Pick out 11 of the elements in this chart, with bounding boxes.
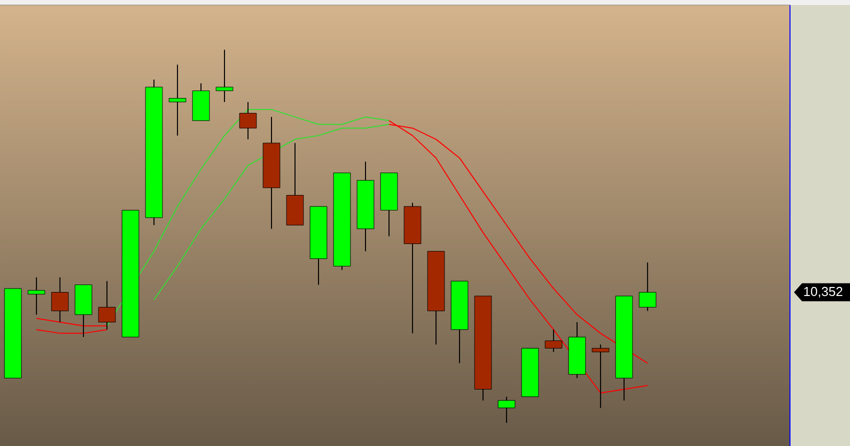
candlestick	[498, 396, 516, 424]
candlestick	[544, 329, 562, 352]
candlestick	[216, 49, 234, 102]
candlestick	[592, 344, 610, 408]
text: 10,352	[804, 286, 842, 298]
candlestick	[51, 276, 69, 323]
candlestick	[98, 280, 116, 330]
candlestick	[28, 276, 46, 316]
candlestick	[239, 101, 257, 140]
candlestick	[168, 64, 186, 136]
candlestick	[638, 262, 656, 312]
